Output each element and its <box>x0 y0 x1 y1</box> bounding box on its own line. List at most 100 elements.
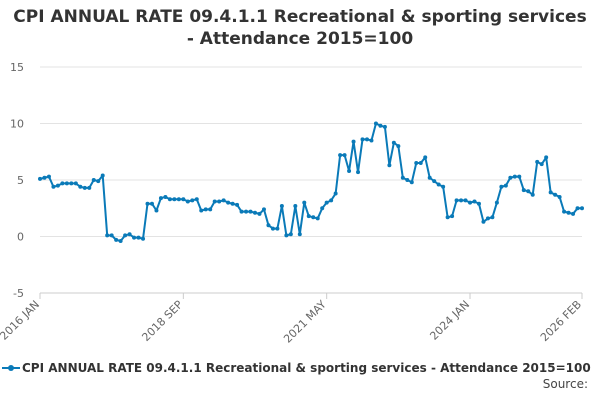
data-point-96[interactable] <box>468 200 473 205</box>
data-point-72[interactable] <box>360 137 365 142</box>
data-point-60[interactable] <box>306 214 311 219</box>
data-point-4[interactable] <box>55 183 60 188</box>
data-point-39[interactable] <box>212 199 217 204</box>
data-point-111[interactable] <box>535 159 540 164</box>
data-point-91[interactable] <box>445 215 450 220</box>
data-point-84[interactable] <box>414 161 419 166</box>
data-point-50[interactable] <box>261 207 266 212</box>
data-point-38[interactable] <box>208 207 213 212</box>
data-point-83[interactable] <box>409 180 414 185</box>
data-point-88[interactable] <box>432 179 437 184</box>
data-point-62[interactable] <box>315 216 320 221</box>
data-point-94[interactable] <box>459 198 464 203</box>
data-point-30[interactable] <box>172 197 177 202</box>
data-point-92[interactable] <box>450 214 455 219</box>
data-point-102[interactable] <box>494 200 499 205</box>
data-point-121[interactable] <box>580 206 584 211</box>
data-point-29[interactable] <box>167 197 172 202</box>
data-point-18[interactable] <box>118 239 123 244</box>
data-point-118[interactable] <box>566 210 571 215</box>
data-point-20[interactable] <box>127 232 132 237</box>
data-point-45[interactable] <box>239 209 244 214</box>
data-point-56[interactable] <box>288 232 293 237</box>
data-point-81[interactable] <box>400 175 405 180</box>
data-point-79[interactable] <box>391 140 396 145</box>
data-point-25[interactable] <box>149 201 154 206</box>
data-point-100[interactable] <box>485 216 490 221</box>
data-point-101[interactable] <box>490 215 495 220</box>
data-point-32[interactable] <box>181 197 186 202</box>
data-point-82[interactable] <box>405 178 410 182</box>
data-point-9[interactable] <box>78 184 83 189</box>
data-point-97[interactable] <box>472 199 477 204</box>
data-point-22[interactable] <box>136 235 141 240</box>
data-point-68[interactable] <box>342 153 347 158</box>
data-point-8[interactable] <box>73 181 78 186</box>
data-point-76[interactable] <box>378 123 383 128</box>
data-point-21[interactable] <box>132 235 137 240</box>
data-point-108[interactable] <box>521 188 526 193</box>
data-point-87[interactable] <box>427 175 432 180</box>
data-point-11[interactable] <box>87 185 92 190</box>
data-point-28[interactable] <box>163 194 168 199</box>
data-point-59[interactable] <box>302 200 307 205</box>
data-point-67[interactable] <box>338 153 343 158</box>
data-point-106[interactable] <box>512 174 517 179</box>
data-point-110[interactable] <box>530 192 535 197</box>
data-point-13[interactable] <box>96 179 101 184</box>
data-point-90[interactable] <box>441 184 446 189</box>
data-point-78[interactable] <box>387 163 392 168</box>
data-point-36[interactable] <box>199 208 204 213</box>
data-point-77[interactable] <box>382 124 387 129</box>
data-point-115[interactable] <box>553 192 558 197</box>
data-point-71[interactable] <box>356 170 361 175</box>
data-point-41[interactable] <box>221 198 226 203</box>
data-point-85[interactable] <box>418 161 423 166</box>
data-point-58[interactable] <box>297 232 302 237</box>
data-point-10[interactable] <box>82 185 87 190</box>
data-point-109[interactable] <box>526 189 531 194</box>
data-point-35[interactable] <box>194 197 199 202</box>
data-point-119[interactable] <box>571 211 576 216</box>
data-point-117[interactable] <box>562 209 567 214</box>
data-point-107[interactable] <box>517 174 522 179</box>
data-point-55[interactable] <box>284 233 289 238</box>
data-point-34[interactable] <box>190 198 195 203</box>
data-point-43[interactable] <box>230 201 235 206</box>
data-point-112[interactable] <box>539 162 544 167</box>
data-point-64[interactable] <box>324 200 329 205</box>
data-point-73[interactable] <box>364 137 369 142</box>
data-point-70[interactable] <box>351 139 356 144</box>
data-point-66[interactable] <box>333 191 338 196</box>
data-point-31[interactable] <box>176 197 181 202</box>
data-point-17[interactable] <box>114 237 119 242</box>
data-point-69[interactable] <box>347 168 352 173</box>
data-point-99[interactable] <box>481 219 486 224</box>
data-point-120[interactable] <box>575 206 580 211</box>
data-point-93[interactable] <box>454 198 459 203</box>
data-point-24[interactable] <box>145 201 150 206</box>
data-point-75[interactable] <box>373 121 378 126</box>
data-point-33[interactable] <box>185 199 190 204</box>
data-point-14[interactable] <box>100 173 105 178</box>
data-point-2[interactable] <box>46 174 51 179</box>
data-point-46[interactable] <box>244 209 249 214</box>
data-point-0[interactable] <box>38 176 42 181</box>
data-point-98[interactable] <box>476 201 481 206</box>
data-point-19[interactable] <box>123 233 128 238</box>
data-point-53[interactable] <box>275 226 280 231</box>
data-point-37[interactable] <box>203 207 208 212</box>
data-point-3[interactable] <box>51 184 56 189</box>
data-point-89[interactable] <box>436 182 441 187</box>
data-point-114[interactable] <box>548 190 553 195</box>
data-point-95[interactable] <box>463 198 468 203</box>
data-point-26[interactable] <box>154 208 159 213</box>
data-point-57[interactable] <box>293 203 298 208</box>
data-point-61[interactable] <box>311 215 316 220</box>
data-point-63[interactable] <box>320 206 325 211</box>
data-point-105[interactable] <box>508 175 513 180</box>
data-point-49[interactable] <box>257 211 262 216</box>
data-point-116[interactable] <box>557 194 562 199</box>
data-point-7[interactable] <box>69 181 74 186</box>
data-point-1[interactable] <box>42 175 47 180</box>
